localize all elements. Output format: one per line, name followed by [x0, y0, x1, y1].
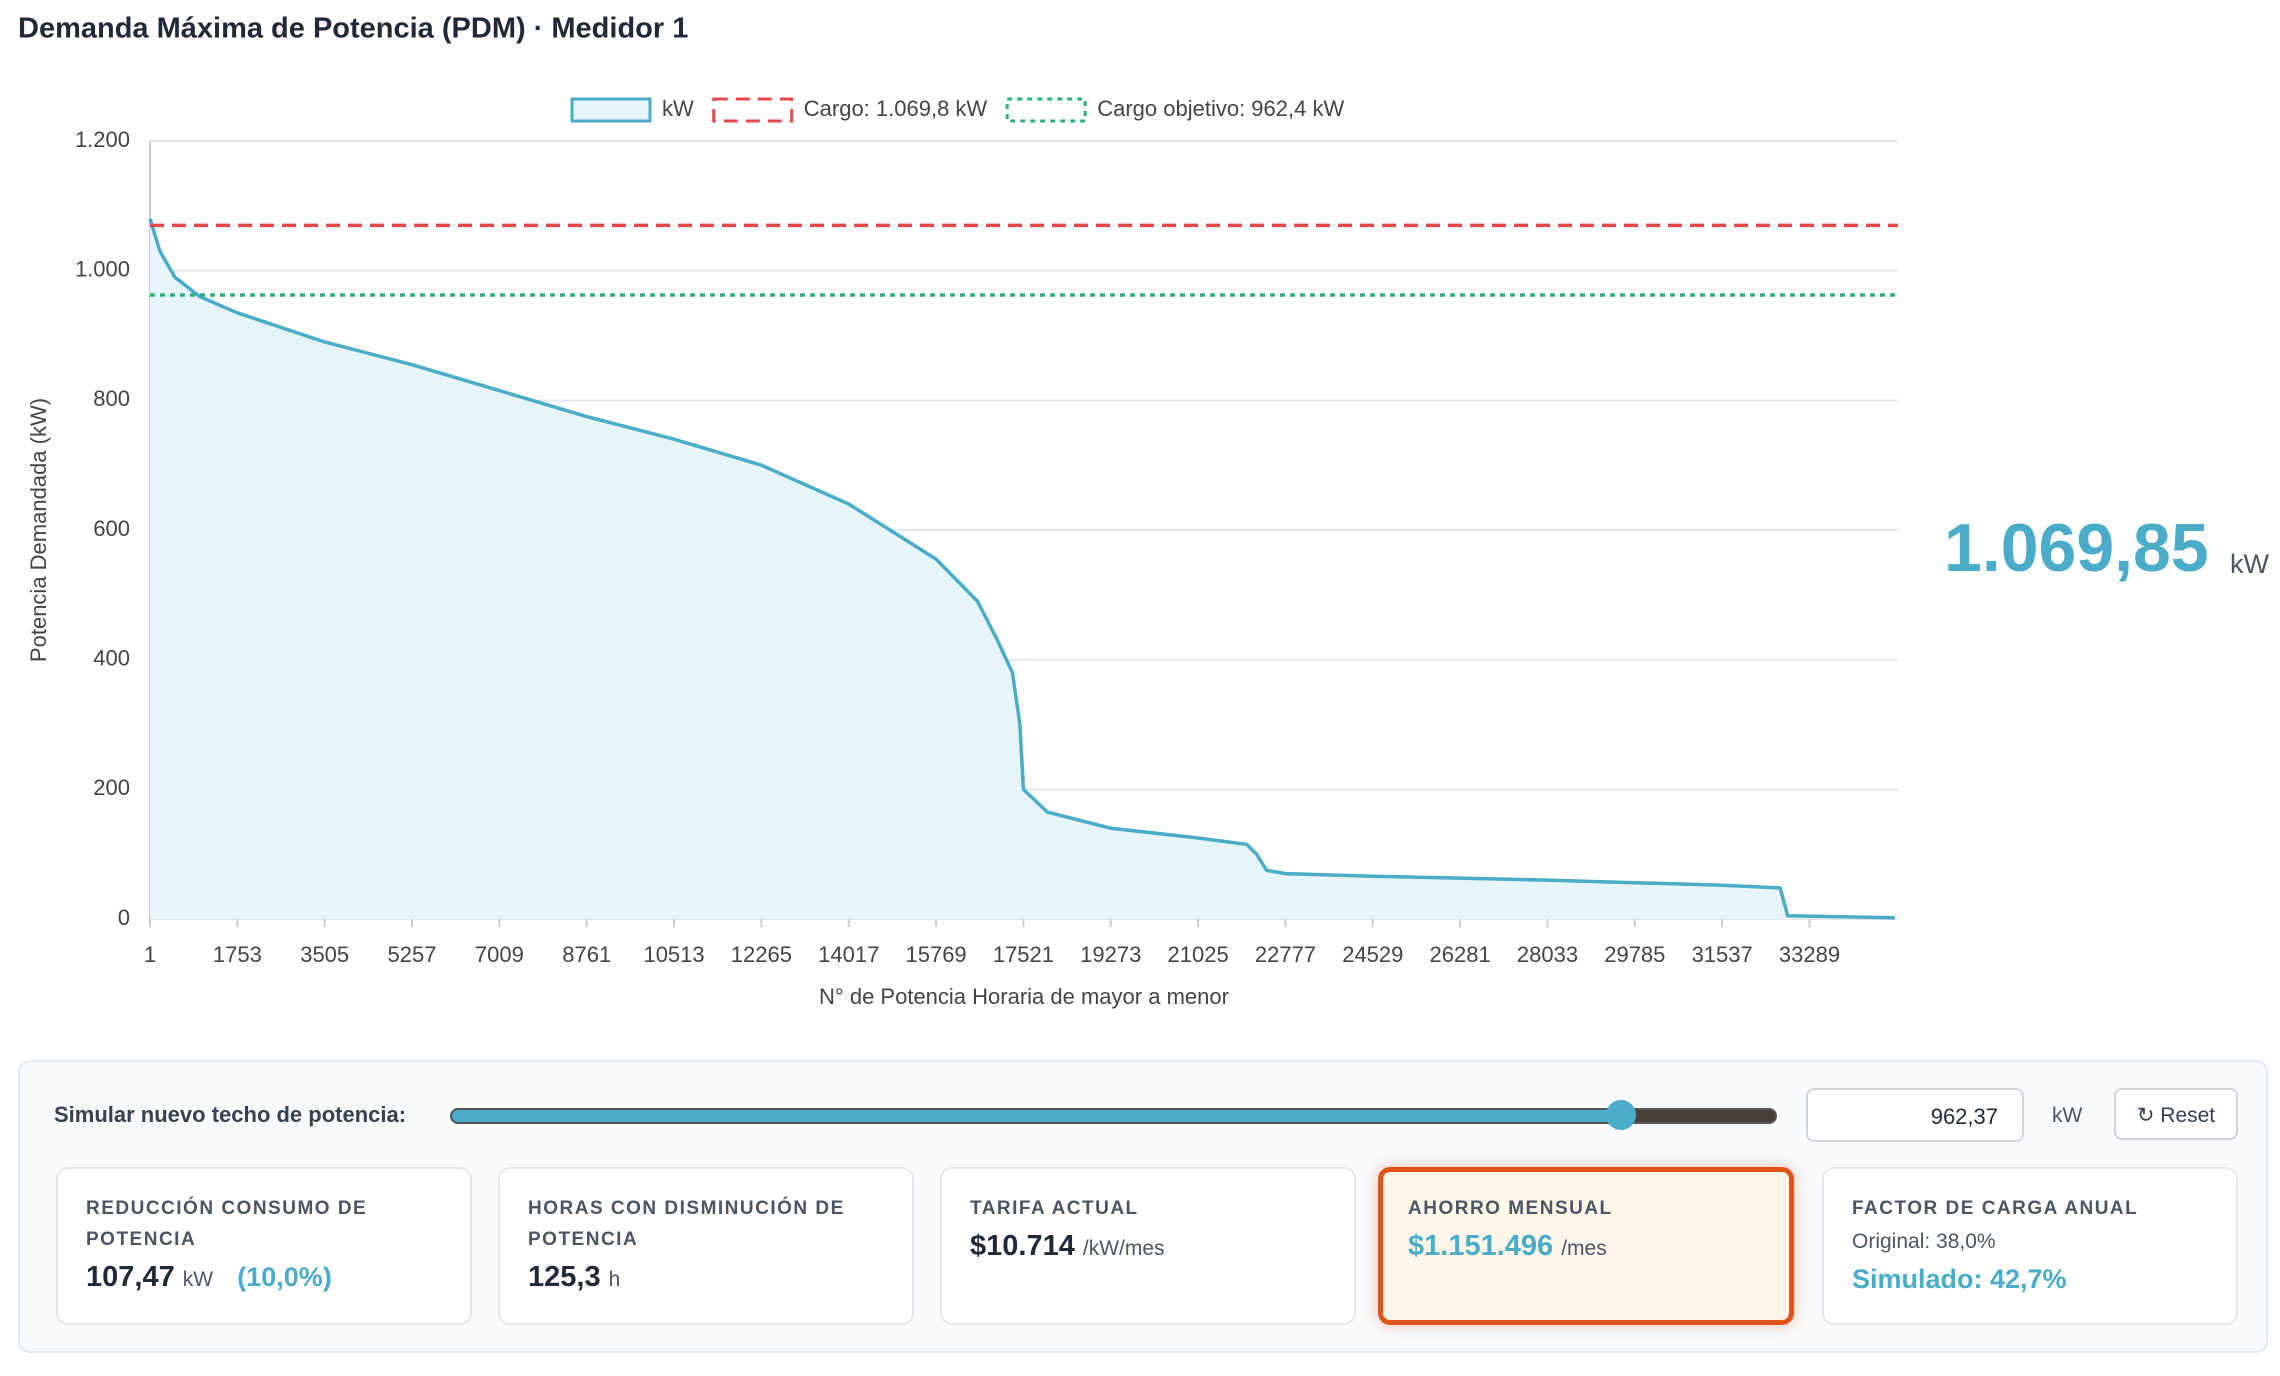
card-label: AHORRO MENSUAL [1408, 1198, 1613, 1219]
x-tick-label: 1753 [213, 942, 262, 967]
legend-swatch [570, 97, 652, 123]
card: TARIFA ACTUAL $10.714 /kW/mes [940, 1167, 1356, 1325]
card-label: TARIFA ACTUAL [970, 1198, 1139, 1219]
y-tick-label: 400 [93, 645, 130, 670]
card: REDUCCIÓN CONSUMO DE POTENCIA 107,47 kW … [56, 1167, 472, 1325]
y-tick-label: 200 [93, 775, 130, 800]
x-tick-label: 31537 [1692, 942, 1753, 967]
card-unit: /kW/mes [1082, 1237, 1165, 1260]
card-unit: /mes [1561, 1237, 1607, 1260]
x-tick-label: 29785 [1604, 942, 1665, 967]
card: HORAS CON DISMINUCIÓN DE POTENCIA 125,3 … [498, 1167, 914, 1325]
card-value: $1.151.496 [1408, 1230, 1554, 1262]
x-tick-label: 26281 [1430, 942, 1491, 967]
card-label: FACTOR DE CARGA ANUAL [1852, 1198, 2139, 1219]
card-value: 125,3 [528, 1261, 601, 1293]
chart: Demanda Máxima de Potencia (PDM) · Medid… [18, 13, 2270, 1009]
reset-button[interactable]: ↻ Reset [2114, 1088, 2238, 1140]
card-value: $10.714 [970, 1230, 1075, 1262]
x-tick-label: 5257 [388, 942, 437, 967]
current-unit: kW [2230, 549, 2270, 579]
x-tick-label: 19273 [1080, 942, 1141, 967]
card-label: HORAS CON DISMINUCIÓN DE POTENCIA [528, 1198, 845, 1250]
card-value: 107,47 [86, 1261, 175, 1293]
x-tick-label: 15769 [905, 942, 966, 967]
card-label: REDUCCIÓN CONSUMO DE POTENCIA [86, 1198, 368, 1250]
y-axis-label: Potencia Demandada (kW) [26, 398, 51, 662]
x-tick-label: 1 [144, 942, 156, 967]
y-tick-label: 1.200 [75, 127, 130, 152]
line [148, 218, 1895, 920]
x-tick-label: 33289 [1779, 942, 1840, 967]
card-original: Original: 38,0% [1852, 1230, 1996, 1253]
y-tick-label: 0 [118, 905, 130, 930]
x-tick-label: 24529 [1342, 942, 1403, 967]
card-highlighted: AHORRO MENSUAL $1.151.496 /mes [1378, 1167, 1794, 1325]
area-fill [150, 218, 1895, 920]
current-value: 1.069,85 [1944, 510, 2209, 586]
card: FACTOR DE CARGA ANUAL Original: 38,0% Si… [1822, 1167, 2238, 1325]
x-tick-label: 22777 [1255, 942, 1316, 967]
slider-fill [452, 1110, 1623, 1122]
y-tick-label: 1.000 [75, 256, 130, 281]
input-unit: kW [2052, 1104, 2083, 1127]
x-axis-label: N° de Potencia Horaria de mayor a menor [819, 984, 1229, 1009]
y-tick-label: 600 [93, 516, 130, 541]
slider-track[interactable] [450, 1108, 1777, 1124]
x-tick-label: 3505 [300, 942, 349, 967]
y-tick-label: 800 [93, 386, 130, 411]
legend-swatch [1005, 97, 1087, 123]
card-unit: h [608, 1268, 621, 1291]
card-simulated: Simulado: 42,7% [1852, 1264, 2067, 1294]
x-tick-label: 12265 [731, 942, 792, 967]
x-tick-label: 21025 [1168, 942, 1229, 967]
slider-thumb[interactable] [1606, 1100, 1636, 1130]
legend-label: Cargo: 1.069,8 kW [804, 96, 988, 121]
card-unit: kW [182, 1268, 214, 1291]
ceiling-input[interactable]: 962,37 [1806, 1088, 2024, 1142]
x-tick-label: 14017 [818, 942, 879, 967]
x-tick-label: 17521 [993, 942, 1054, 967]
legend-swatch [712, 97, 794, 123]
simulator-panel: Simular nuevo techo de potencia: 962,37 … [18, 1060, 2268, 1353]
legend-label: Cargo objetivo: 962,4 kW [1097, 96, 1344, 121]
x-tick-label: 7009 [475, 942, 524, 967]
legend-label: kW [662, 96, 694, 121]
simulator-label: Simular nuevo techo de potencia: [54, 1102, 407, 1127]
x-tick-label: 8761 [562, 942, 611, 967]
card-extra: (10,0%) [237, 1262, 332, 1292]
x-tick-label: 28033 [1517, 942, 1578, 967]
chart-title: Demanda Máxima de Potencia (PDM) · Medid… [18, 13, 688, 45]
x-tick-label: 10513 [643, 942, 704, 967]
